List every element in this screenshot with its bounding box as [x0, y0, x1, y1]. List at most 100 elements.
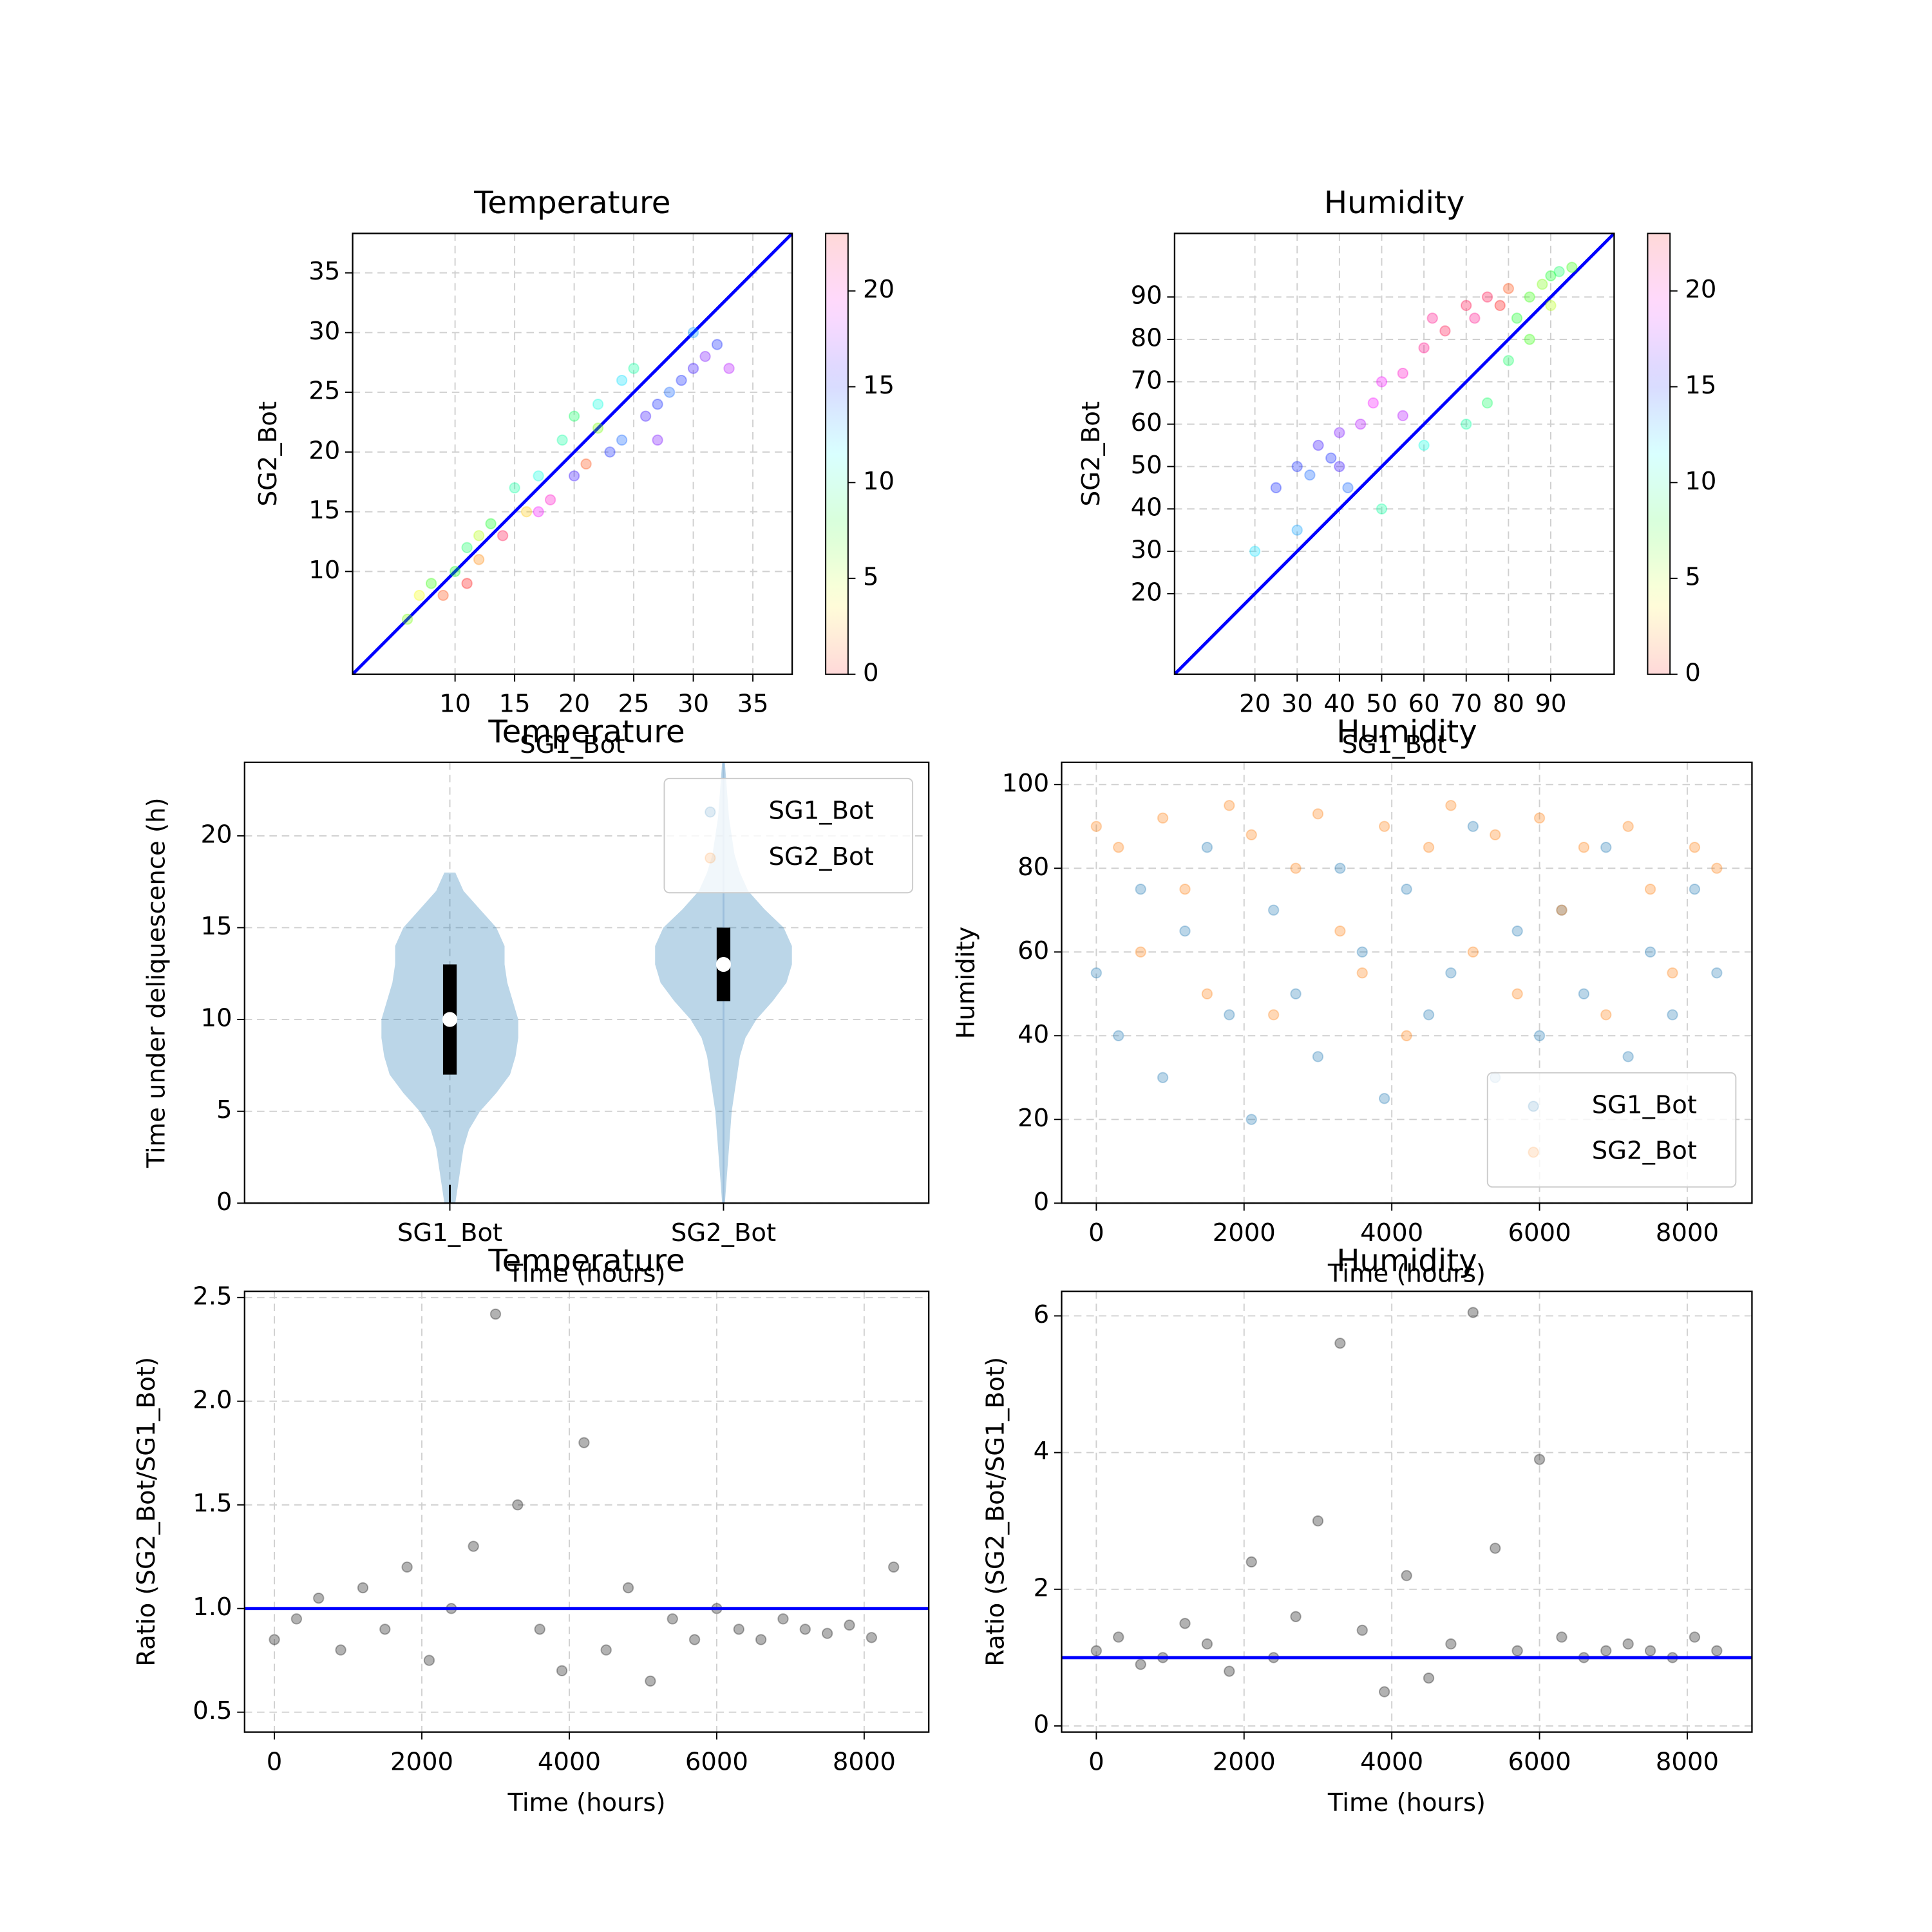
point: [887, 1561, 900, 1573]
x-axis-label: Time (hours): [1327, 1788, 1486, 1817]
y-axis-label: Humidity: [951, 927, 980, 1039]
point: [485, 518, 497, 529]
y-tick-label: 35: [308, 257, 340, 286]
point: [821, 1627, 833, 1640]
point: [628, 363, 639, 374]
y-tick-label: 2.5: [193, 1282, 232, 1311]
axes-frame: [243, 761, 930, 1204]
point: [1423, 1009, 1435, 1021]
point: [578, 1437, 590, 1448]
axes-frame: [1061, 1290, 1753, 1733]
point: [1312, 1515, 1324, 1527]
point: [1511, 925, 1523, 937]
point: [1334, 1338, 1346, 1349]
point: [699, 350, 711, 363]
chart-title: Temperature: [488, 714, 685, 750]
identity-line: [1174, 233, 1615, 674]
y-tick-label: 50: [1131, 451, 1162, 480]
point: [1502, 283, 1515, 294]
x-tick-label: 40: [1323, 690, 1355, 719]
y-axis-label: Ratio (SG2_Bot/SG1_Bot): [981, 1357, 1010, 1667]
point: [468, 1540, 479, 1552]
y-tick-label: 70: [1131, 366, 1162, 395]
point: [1556, 904, 1567, 916]
point: [449, 565, 461, 578]
point: [663, 386, 676, 398]
point: [1356, 946, 1368, 958]
point: [687, 363, 699, 374]
x-tick-label: 20: [1239, 690, 1271, 719]
point: [1376, 376, 1388, 388]
point: [1356, 1624, 1368, 1636]
point: [1334, 862, 1346, 874]
point: [313, 1592, 325, 1604]
point: [556, 1665, 568, 1676]
plot-area: [1090, 800, 1723, 1125]
y-axis-label: Time under deliquescence (h): [142, 798, 171, 1169]
colorbar-tick-label: 0: [1685, 658, 1701, 687]
point: [401, 613, 413, 625]
point: [1397, 410, 1408, 422]
y-tick-label: 1.5: [193, 1489, 232, 1518]
point: [1467, 820, 1479, 832]
x-tick-label: 6000: [1508, 1218, 1571, 1247]
point: [1461, 299, 1472, 312]
violin-half: [450, 872, 518, 1204]
y-tick-label: 80: [1018, 853, 1049, 882]
point: [1545, 270, 1557, 281]
point: [1342, 482, 1354, 494]
point: [1401, 1569, 1412, 1582]
axes-frame: [243, 1290, 930, 1733]
point: [1201, 988, 1213, 999]
point: [1600, 842, 1612, 853]
point: [473, 554, 485, 565]
point: [1644, 1645, 1656, 1656]
y-tick-label: 20: [1131, 578, 1162, 607]
point: [1490, 1542, 1501, 1554]
point: [1135, 884, 1146, 895]
y-tick-label: 40: [1018, 1020, 1049, 1049]
point: [1667, 967, 1678, 979]
axes-frame: [1173, 232, 1615, 676]
point: [1201, 842, 1213, 853]
point: [533, 470, 544, 482]
point: [1545, 299, 1557, 312]
legend-box: [1486, 1072, 1737, 1188]
point: [1511, 988, 1523, 999]
point: [1423, 1672, 1435, 1684]
point: [1376, 503, 1388, 515]
y-tick-label: 0: [216, 1188, 232, 1217]
x-axis-label: Time (hours): [1327, 1260, 1486, 1289]
y-tick-label: 30: [1131, 536, 1162, 565]
point: [568, 470, 580, 482]
point: [509, 482, 520, 494]
y-tick-label: 90: [1131, 281, 1162, 310]
y-tick-label: 80: [1131, 323, 1162, 352]
y-tick-label: 25: [308, 377, 340, 406]
colorbar-tick-label: 5: [1685, 563, 1701, 592]
colorbar: [825, 232, 849, 675]
x-tick-label: 4000: [1360, 1218, 1423, 1247]
y-tick-label: 10: [308, 556, 340, 585]
point: [379, 1624, 391, 1635]
point: [1524, 334, 1535, 345]
point: [1090, 820, 1103, 832]
point: [1689, 1631, 1701, 1643]
x-tick-label: 50: [1366, 690, 1397, 719]
point: [1511, 1645, 1523, 1656]
x-tick-label: 30: [677, 690, 709, 719]
point: [1249, 545, 1261, 557]
point: [461, 578, 473, 589]
point: [1644, 884, 1656, 895]
point: [592, 422, 604, 434]
y-tick-label: 5: [216, 1095, 232, 1124]
point: [652, 399, 663, 410]
x-tick-label: 4000: [1360, 1747, 1423, 1776]
y-tick-label: 1.0: [193, 1593, 232, 1622]
point: [1511, 312, 1523, 324]
point: [1445, 1638, 1457, 1650]
legend-marker: [705, 852, 716, 864]
point: [1334, 427, 1345, 439]
colorbar: [1647, 232, 1671, 675]
point: [1135, 946, 1146, 958]
